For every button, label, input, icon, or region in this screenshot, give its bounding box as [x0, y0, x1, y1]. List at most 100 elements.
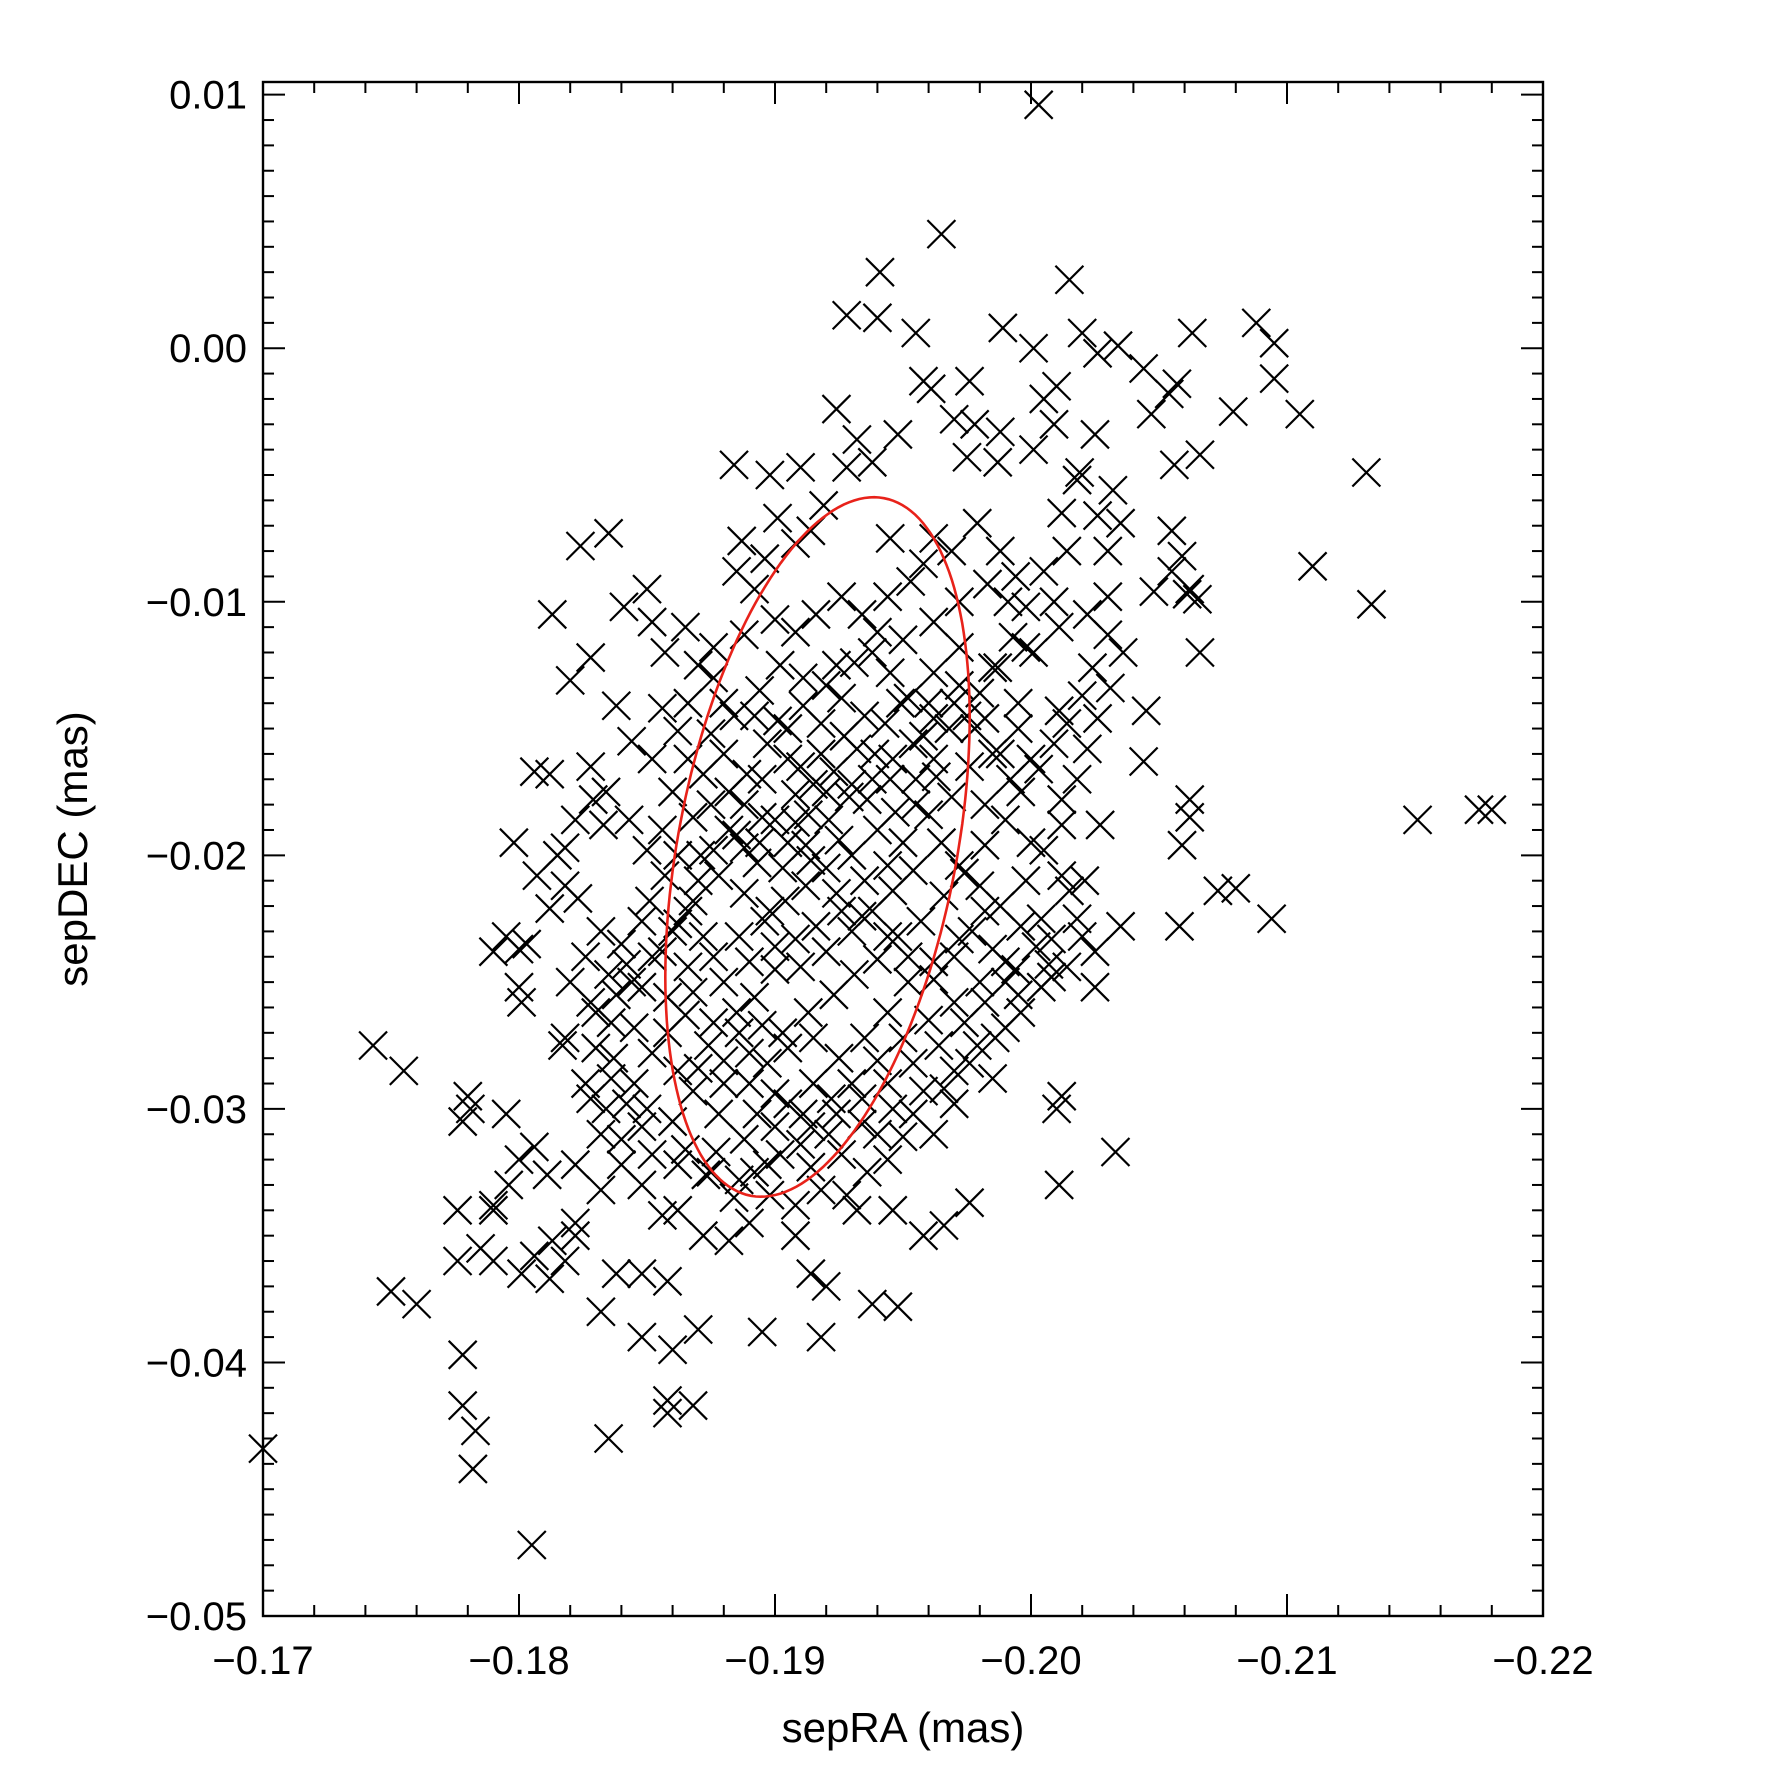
data-point-marker: [389, 1056, 419, 1086]
data-point-marker: [1082, 500, 1113, 531]
data-point-marker: [491, 1099, 521, 1129]
data-point-marker: [980, 1023, 1010, 1053]
data-point-marker: [1018, 434, 1049, 465]
data-point-marker: [591, 777, 621, 807]
data-point-marker: [806, 1322, 836, 1352]
data-point-marker: [924, 1030, 954, 1061]
data-point-marker: [765, 1139, 795, 1170]
data-point-marker: [1080, 419, 1110, 450]
data-point-marker: [683, 1053, 713, 1084]
data-point-marker: [908, 1076, 939, 1106]
data-point-marker: [837, 1068, 867, 1099]
data-point-marker: [647, 815, 678, 845]
data-point-marker: [939, 987, 969, 1018]
data-point-marker: [747, 1317, 777, 1347]
data-point-marker: [719, 450, 749, 480]
data-point-marker: [683, 1314, 713, 1345]
data-point-marker: [570, 941, 601, 972]
data-point-marker: [824, 1043, 854, 1073]
data-point-marker: [939, 688, 969, 718]
data-point-marker: [773, 1033, 803, 1063]
data-point-marker: [586, 1175, 616, 1205]
data-point-marker: [837, 840, 867, 871]
data-point-marker: [813, 805, 844, 835]
data-point-marker: [977, 934, 1008, 964]
data-point-marker: [929, 1073, 959, 1104]
data-point-marker: [906, 906, 936, 937]
y-axis-title: sepDEC (mas): [49, 711, 96, 986]
data-point-marker: [929, 881, 959, 911]
data-point-marker: [1052, 708, 1082, 739]
data-point-marker: [970, 830, 1000, 860]
data-point-marker: [936, 782, 967, 812]
data-point-marker: [652, 1385, 683, 1416]
data-point-marker: [721, 997, 752, 1028]
data-point-marker: [857, 1289, 888, 1319]
data-point-marker: [1039, 409, 1069, 440]
data-point-marker: [908, 721, 939, 751]
data-point-marker: [793, 799, 824, 830]
data-point-marker: [913, 799, 944, 830]
data-point-marker: [729, 832, 760, 863]
data-point-marker: [1085, 810, 1115, 840]
data-point-marker: [762, 503, 793, 533]
data-point-marker: [447, 1340, 478, 1370]
data-point-marker: [790, 870, 821, 901]
data-point-marker: [780, 779, 811, 810]
data-point-marker: [637, 941, 667, 972]
data-point-marker: [1167, 830, 1197, 860]
data-point-marker: [734, 1068, 765, 1099]
data-point-marker: [1082, 703, 1113, 734]
data-point-marker: [1041, 1094, 1072, 1124]
data-point-marker: [1185, 637, 1215, 668]
data-point-marker: [842, 424, 872, 455]
axis-ticks: [262, 82, 1544, 1617]
data-point-marker: [511, 929, 542, 959]
data-point-marker: [977, 739, 1008, 769]
data-point-marker: [732, 759, 762, 789]
data-point-marker: [739, 1157, 770, 1188]
data-point-marker: [918, 607, 949, 637]
data-point-marker: [901, 318, 931, 348]
data-point-marker: [724, 1165, 754, 1195]
data-point-marker: [657, 916, 688, 947]
data-point-marker: [831, 1180, 862, 1210]
data-point-marker: [908, 1220, 939, 1251]
data-point-marker: [729, 878, 760, 909]
data-point-marker: [685, 840, 716, 871]
data-point-marker: [1080, 972, 1110, 1002]
data-point-marker: [657, 777, 688, 807]
data-point-marker: [696, 718, 726, 749]
data-point-marker: [936, 536, 967, 566]
data-point-marker: [944, 632, 975, 663]
data-point-marker: [581, 997, 611, 1028]
data-point-marker: [657, 1334, 688, 1365]
data-point-marker: [939, 941, 969, 972]
data-point-marker: [555, 967, 585, 997]
data-point-marker: [1103, 330, 1133, 361]
data-point-marker: [1174, 784, 1205, 815]
data-point-marker: [688, 1220, 719, 1251]
data-point-marker: [739, 701, 770, 731]
data-point-marker: [1093, 536, 1123, 566]
data-point-marker: [696, 789, 726, 820]
data-point-marker: [673, 688, 703, 718]
data-point-marker: [1005, 997, 1036, 1028]
data-point-marker: [721, 820, 752, 850]
data-point-marker: [821, 878, 852, 909]
data-point-marker: [606, 929, 637, 959]
data-point-marker: [729, 1124, 760, 1155]
data-point-marker: [627, 1111, 657, 1142]
data-point-marker: [839, 959, 870, 990]
data-point-marker: [1174, 802, 1205, 833]
data-point-marker: [601, 1258, 632, 1289]
data-point-marker: [1011, 632, 1041, 663]
data-point-marker: [773, 827, 803, 858]
data-point-marker: [719, 701, 749, 731]
data-point-marker: [872, 850, 903, 881]
data-point-marker: [586, 1119, 616, 1150]
data-point-marker: [647, 693, 678, 724]
data-point-marker: [1054, 264, 1085, 295]
data-point-marker: [688, 921, 719, 952]
data-point-marker: [447, 1106, 478, 1137]
